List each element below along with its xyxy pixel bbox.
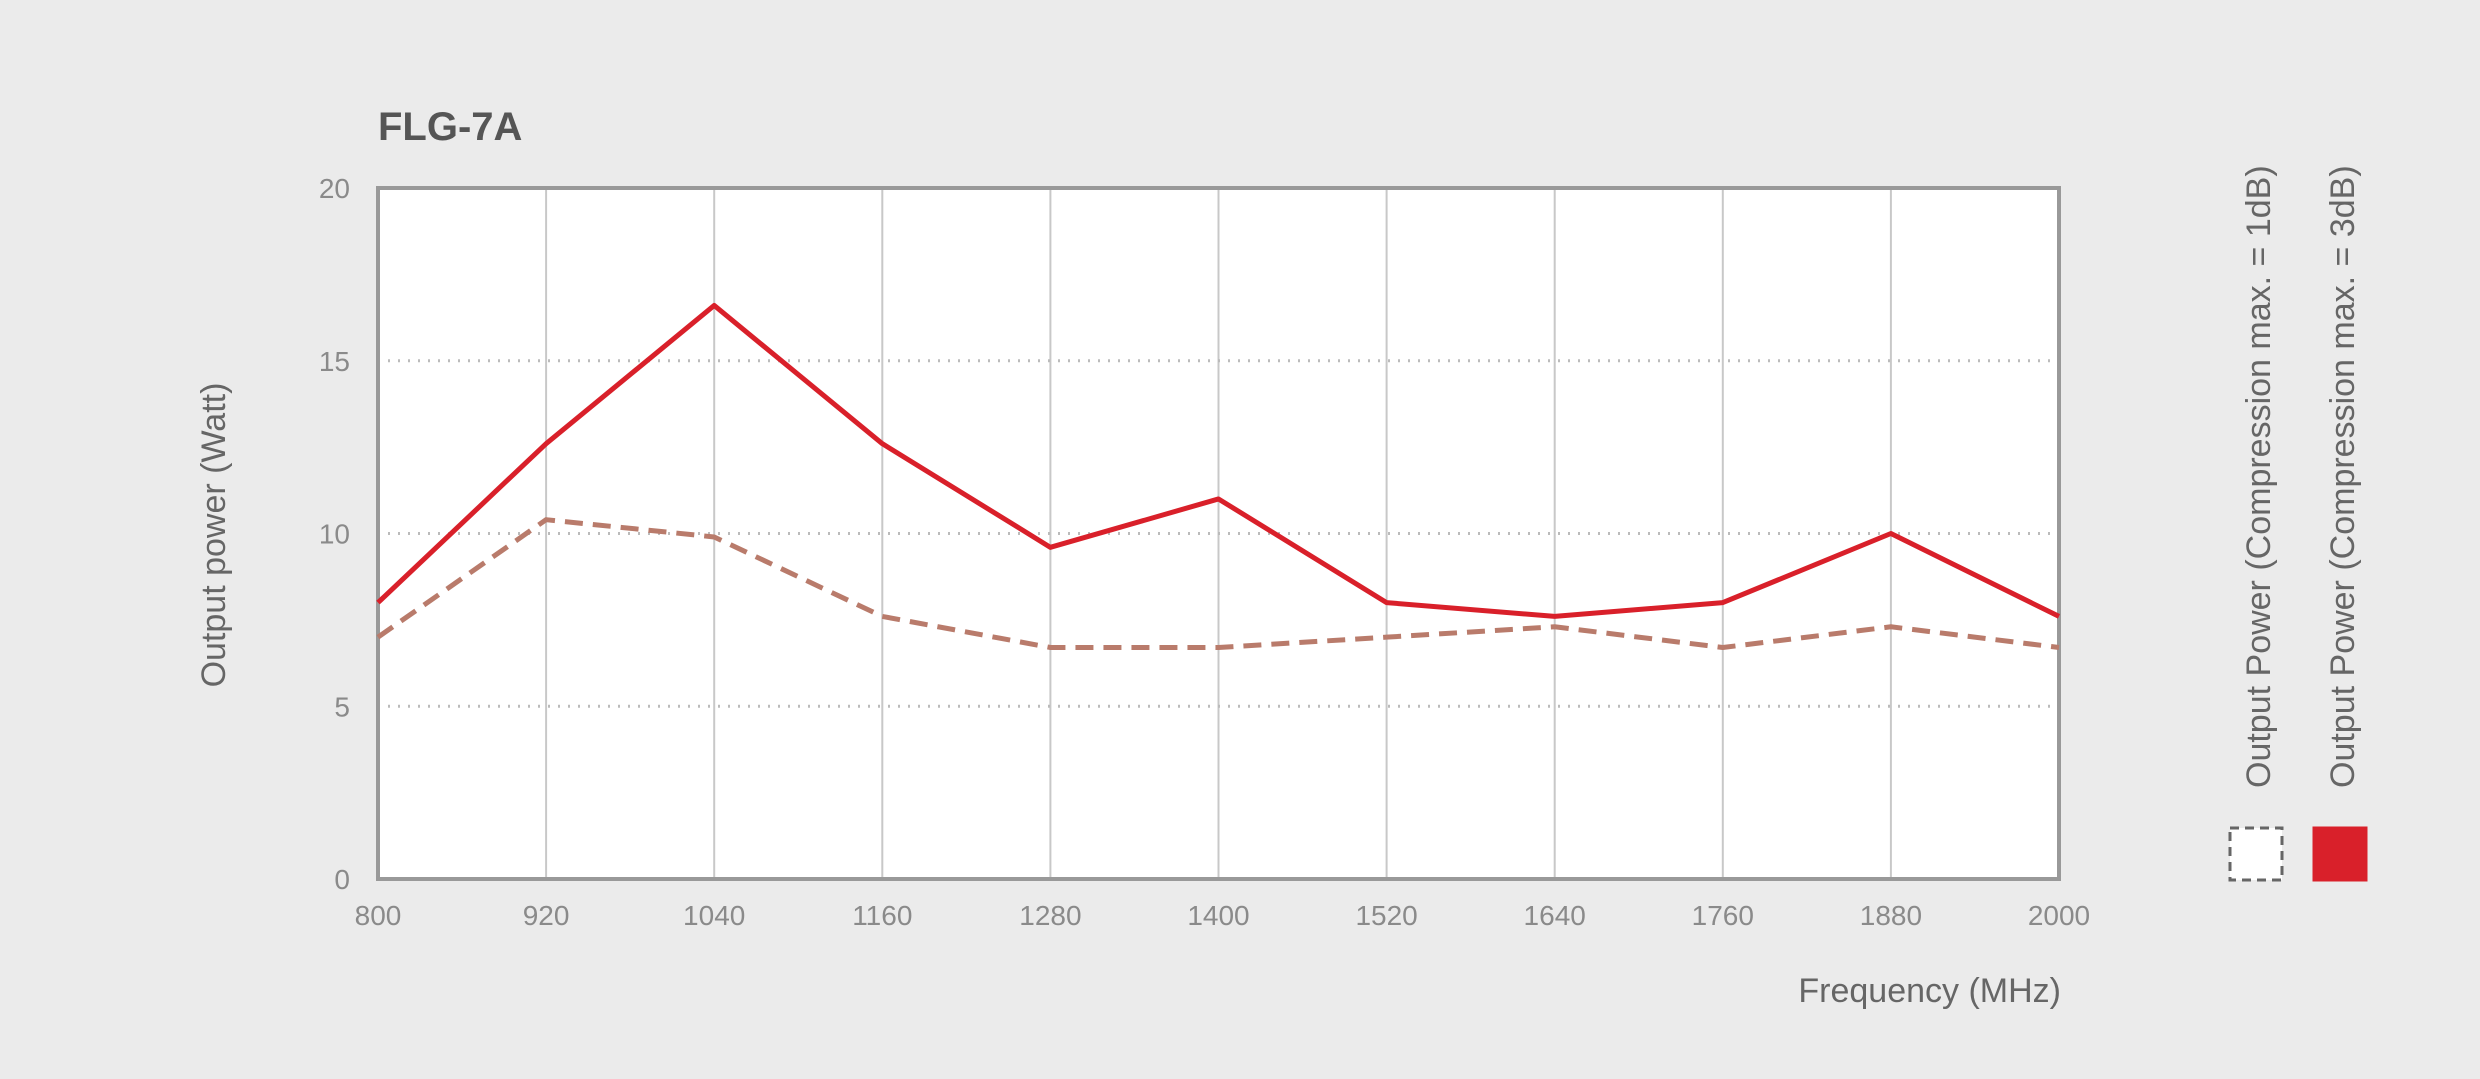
- legend-label: Output Power (Compression max. = 1dB): [2240, 165, 2278, 788]
- legend-swatch: [2312, 826, 2368, 882]
- x-tick-label: 1040: [683, 900, 745, 931]
- x-tick-label: 1280: [1019, 900, 1081, 931]
- x-tick-label: 1760: [1692, 900, 1754, 931]
- x-tick-label: 800: [355, 900, 402, 931]
- x-axis-label: Frequency (MHz): [1798, 972, 2061, 1010]
- y-axis-label: Output power (Watt): [195, 383, 233, 688]
- chart-title: FLG-7A: [378, 105, 522, 149]
- x-tick-label: 920: [523, 900, 570, 931]
- y-tick-label: 5: [334, 691, 350, 722]
- y-tick-label: 15: [319, 346, 350, 377]
- x-tick-label: 2000: [2028, 900, 2090, 931]
- x-tick-label: 1400: [1187, 900, 1249, 931]
- x-tick-label: 1160: [852, 900, 912, 931]
- y-tick-label: 10: [319, 519, 350, 550]
- legend-swatch: [2228, 826, 2284, 882]
- x-tick-label: 1520: [1355, 900, 1417, 931]
- plot-border: [376, 186, 2061, 881]
- legend-label: Output Power (Compression max. = 3dB): [2324, 165, 2362, 788]
- series-line: [376, 302, 2061, 619]
- x-tick-label: 1640: [1524, 900, 1586, 931]
- x-tick-label: 1880: [1860, 900, 1922, 931]
- y-tick-label: 0: [334, 864, 350, 895]
- series-line: [376, 517, 2060, 651]
- y-tick-label: 20: [319, 173, 350, 204]
